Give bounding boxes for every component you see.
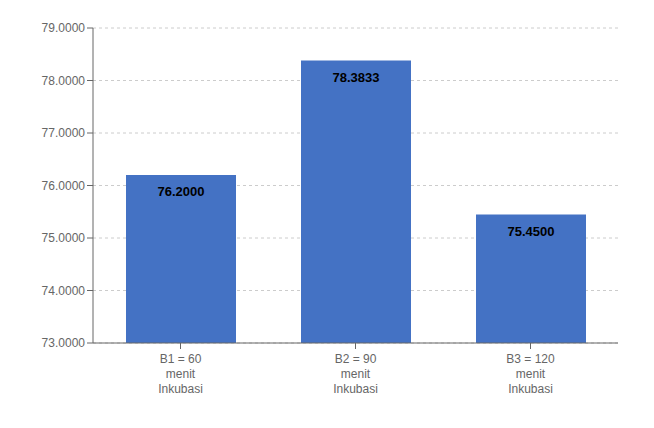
svg-text:B2 = 90menitInkubasi: B2 = 90menitInkubasi [333, 352, 378, 396]
svg-text:78.0000: 78.0000 [42, 74, 86, 88]
svg-text:B3 = 120menitInkubasi: B3 = 120menitInkubasi [506, 352, 555, 396]
svg-text:76.0000: 76.0000 [42, 179, 86, 193]
svg-text:B1 = 60menitInkubasi: B1 = 60menitInkubasi [158, 352, 203, 396]
svg-text:78.3833: 78.3833 [333, 70, 380, 85]
svg-text:75.4500: 75.4500 [508, 224, 555, 239]
svg-text:77.0000: 77.0000 [42, 126, 86, 140]
svg-text:79.0000: 79.0000 [42, 21, 86, 35]
svg-text:74.0000: 74.0000 [42, 284, 86, 298]
svg-text:73.0000: 73.0000 [42, 336, 86, 350]
svg-text:76.2000: 76.2000 [158, 184, 205, 199]
svg-text:75.0000: 75.0000 [42, 231, 86, 245]
